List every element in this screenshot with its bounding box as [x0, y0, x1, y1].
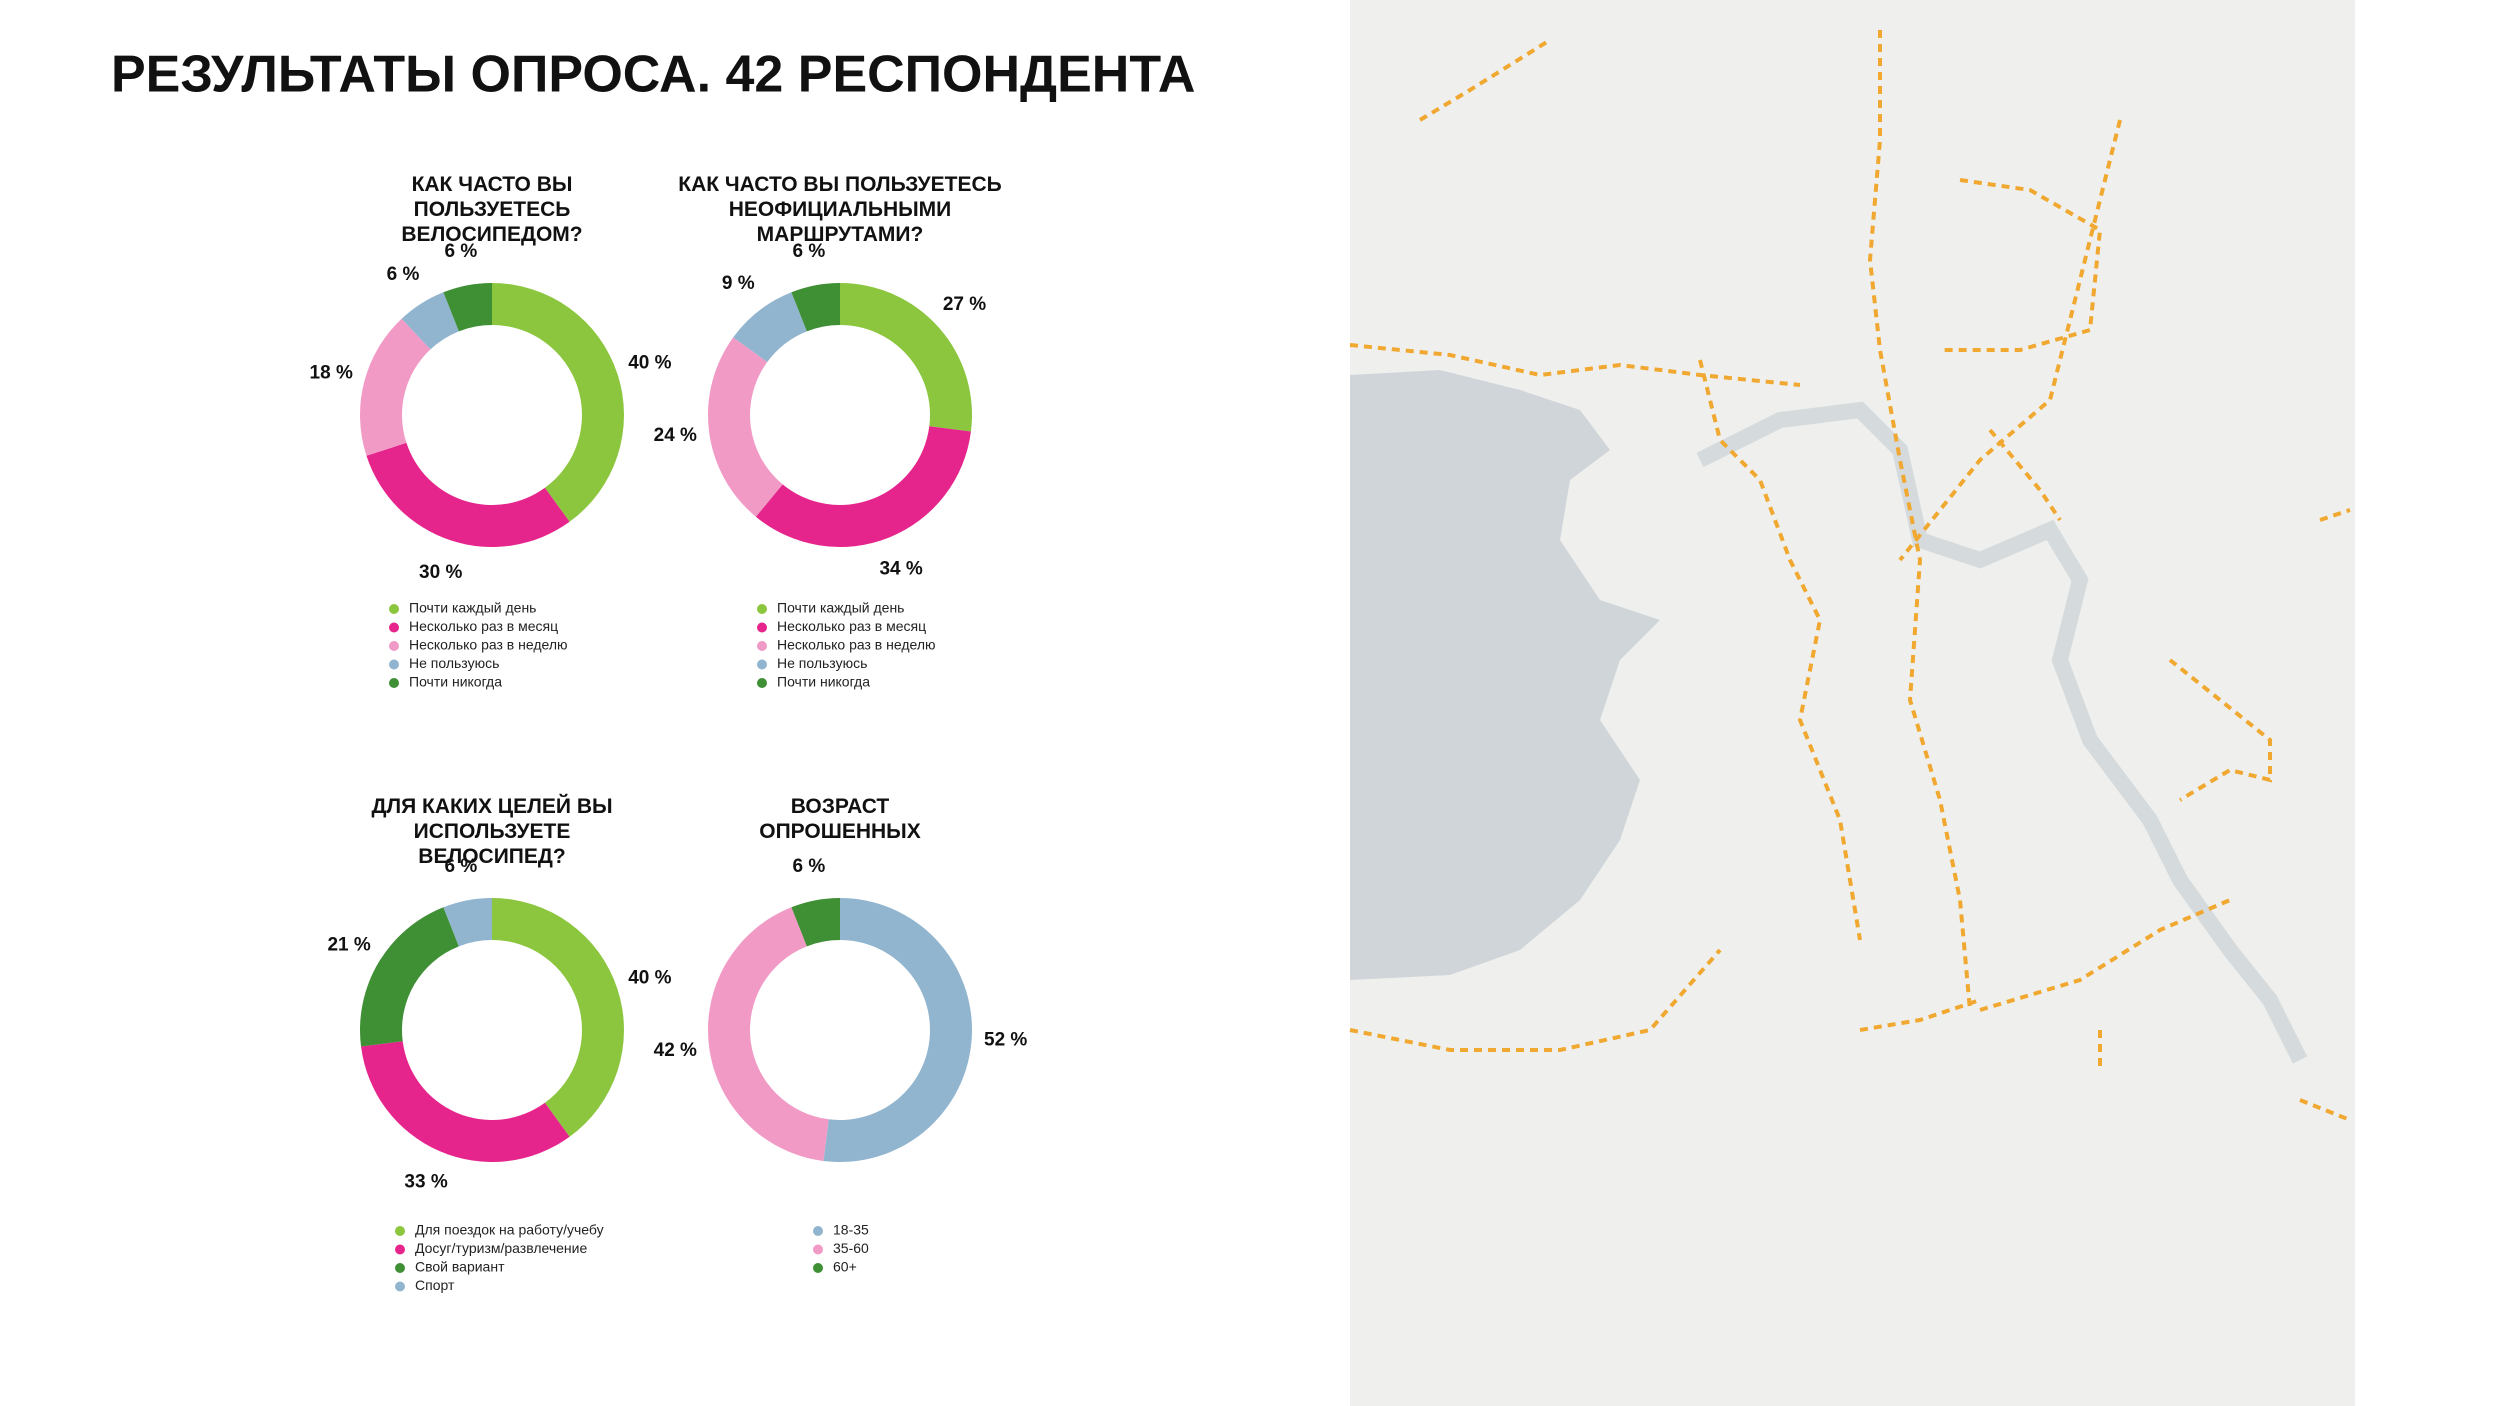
- slide-title: РЕЗУЛЬТАТЫ ОПРОСА. 42 РЕСПОНДЕНТА: [111, 46, 1195, 104]
- legend-swatch: [757, 604, 767, 614]
- donut-segment: [443, 283, 492, 332]
- map-water: [1350, 370, 1660, 980]
- value-label: 6 %: [445, 856, 478, 877]
- legend-label: Несколько раз в неделю: [777, 637, 936, 653]
- legend-swatch: [757, 622, 767, 633]
- legend-label: Почти никогда: [777, 674, 870, 690]
- map: [1349, 0, 2355, 1406]
- legend-swatch: [395, 1281, 405, 1292]
- value-label: 42 %: [654, 1040, 697, 1061]
- legend-label: Не пользуюсь: [409, 655, 499, 671]
- donut-segment: [755, 426, 971, 548]
- legend-label: Несколько раз в месяц: [409, 618, 558, 634]
- chart-title: ВОЗРАСТ ОПРОШЕННЫХ: [759, 795, 921, 843]
- legend-swatch: [389, 641, 399, 651]
- legend-label: 60+: [833, 1259, 857, 1275]
- value-label: 6 %: [793, 856, 826, 877]
- donut-segment: [360, 318, 431, 456]
- donut-segment: [443, 898, 492, 947]
- value-label: 21 %: [327, 935, 370, 956]
- value-label: 24 %: [654, 425, 697, 446]
- value-label: 6 %: [387, 264, 420, 285]
- legend-swatch: [395, 1244, 405, 1255]
- legend-label: Почти никогда: [409, 674, 502, 690]
- value-label: 30 %: [419, 562, 462, 583]
- legend-label: Почти каждый день: [777, 600, 904, 616]
- donut-segment: [492, 283, 624, 522]
- value-label: 6 %: [445, 241, 478, 262]
- donut-segment: [791, 283, 840, 332]
- chart-title: КАК ЧАСТО ВЫ ПОЛЬЗУЕТЕСЬ НЕОФИЦИАЛЬНЫМИ …: [678, 173, 1002, 246]
- legend-swatch: [389, 678, 399, 688]
- value-label: 18 %: [310, 363, 353, 384]
- value-label: 6 %: [793, 241, 826, 262]
- legend-label: 35-60: [833, 1240, 869, 1256]
- legend-label: Несколько раз в месяц: [777, 618, 926, 634]
- value-label: 52 %: [984, 1029, 1027, 1050]
- value-label: 27 %: [943, 294, 986, 315]
- donut-chart: 40 % 30 % 18 % 6 % 6 % Почти каждый день Неско…: [310, 241, 672, 690]
- donut-segment: [401, 292, 459, 350]
- legend-label: Не пользуюсь: [777, 655, 867, 671]
- value-label: 40 %: [628, 353, 671, 374]
- value-label: 33 %: [404, 1171, 447, 1192]
- legend-swatch: [395, 1263, 405, 1273]
- legend-label: Несколько раз в неделю: [409, 637, 568, 653]
- donut-segment: [823, 898, 973, 1162]
- map-river: [1696, 401, 2308, 1064]
- legend-swatch: [813, 1244, 823, 1255]
- chart-title: ДЛЯ КАКИХ ЦЕЛЕЙ ВЫ ИСПОЛЬЗУЕТЕ ВЕЛОСИПЕД…: [371, 795, 613, 868]
- donut-segment: [791, 898, 840, 947]
- donut-segment: [708, 907, 829, 1161]
- legend-swatch: [389, 604, 399, 614]
- legend-label: Почти каждый день: [409, 600, 536, 616]
- donut-segment: [733, 292, 807, 363]
- legend-swatch: [389, 622, 399, 633]
- legend-label: Досуг/туризм/развлечение: [415, 1240, 587, 1256]
- legend-label: Для поездок на работу/учебу: [415, 1222, 604, 1238]
- value-label: 9 %: [722, 273, 755, 294]
- legend-swatch: [757, 641, 767, 651]
- legend-swatch: [757, 659, 767, 670]
- donut-segment: [492, 898, 625, 1137]
- map-routes: [1349, 30, 2351, 1122]
- donut-segment: [361, 1041, 570, 1162]
- legend-swatch: [389, 659, 399, 670]
- legend-label: Свой вариант: [415, 1259, 505, 1275]
- legend-label: Спорт: [415, 1277, 455, 1293]
- donut-chart: 52 % 42 % 6 % 18-35 35-60 60+: [654, 856, 1028, 1275]
- legend-swatch: [813, 1263, 823, 1273]
- value-label: 34 %: [879, 558, 922, 579]
- legend-swatch: [813, 1226, 823, 1236]
- legend-swatch: [757, 678, 767, 688]
- donut-segment: [366, 442, 570, 547]
- legend-label: 18-35: [833, 1222, 869, 1238]
- donut-segment: [360, 907, 459, 1047]
- value-label: 40 %: [628, 968, 671, 989]
- donut-segment: [840, 283, 972, 432]
- donut-chart: 40 % 33 % 21 % 6 % Для поездок на работу/уче…: [327, 856, 671, 1293]
- legend-swatch: [395, 1226, 405, 1236]
- donut-chart: 27 % 34 % 24 % 9 % 6 % Почти каждый день Неско…: [654, 241, 987, 690]
- chart-title: КАК ЧАСТО ВЫ ПОЛЬЗУЕТЕСЬ ВЕЛОСИПЕДОМ?: [401, 173, 583, 246]
- donut-segment: [708, 337, 783, 517]
